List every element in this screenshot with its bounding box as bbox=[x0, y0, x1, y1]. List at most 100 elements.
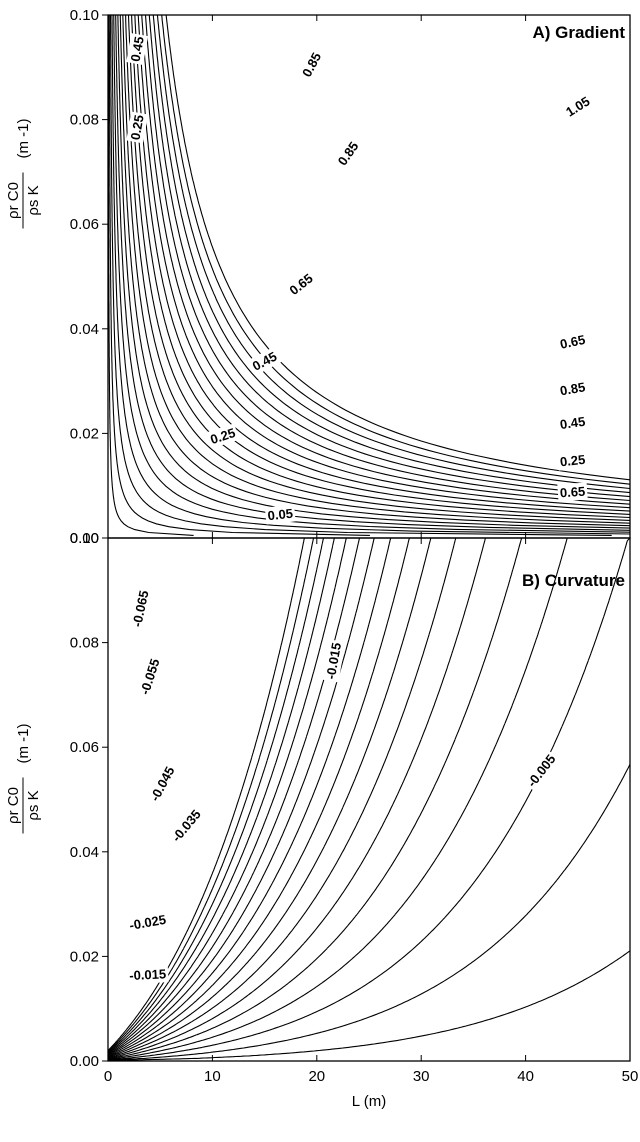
curvature-y-tick-label: 0.04 bbox=[70, 844, 99, 861]
gradient-contour-line bbox=[141, 14, 631, 505]
curvature-axis-ticks: 0 10 20 30 40 50 0.00 0.02 0.04 0.06 0.08 0.10 bbox=[70, 530, 639, 1085]
gradient-contour-line bbox=[125, 14, 631, 521]
gradient-contour-line bbox=[119, 15, 631, 527]
curvature-contour-label: -0.035 bbox=[169, 807, 204, 845]
gradient-contour-label: 0.65 bbox=[559, 332, 587, 352]
gradient-y-axis-label: ρr C0 ρs K (m -1) bbox=[5, 119, 42, 229]
gradient-contour-line bbox=[122, 14, 631, 524]
gradient-contour-label-mask bbox=[556, 412, 589, 434]
gradient-contour-line bbox=[156, 14, 631, 490]
gradient-contour-line bbox=[109, 15, 612, 536]
gradient-y-tick-label: 0.08 bbox=[70, 112, 99, 129]
gradient-contour-label: 0.65 bbox=[559, 484, 585, 501]
gradient-contour-line bbox=[131, 14, 631, 515]
gradient-contour-line bbox=[137, 14, 631, 509]
curvature-plot-frame bbox=[107, 537, 631, 1062]
gradient-contour-line bbox=[117, 15, 631, 529]
curvature-panel: -0.015 -0.025 -0.035-0.045 -0.055 -0.065 -0.0… bbox=[5, 530, 638, 1110]
gradient-contour-line bbox=[111, 15, 631, 535]
gradient-contour-label-mask bbox=[206, 423, 240, 449]
gradient-contour-line bbox=[165, 14, 631, 481]
curvature-contour-line bbox=[107, 537, 410, 1058]
curvature-contour-line bbox=[107, 537, 457, 1059]
gradient-contour-label: 0.45 bbox=[128, 35, 147, 63]
curvature-x-tick-label: 50 bbox=[622, 1068, 639, 1085]
curvature-y-label-unit: (m -1) bbox=[15, 724, 32, 764]
gradient-contour-label: 0.05 bbox=[267, 506, 294, 524]
gradient-contour-line bbox=[113, 14, 631, 533]
gradient-contour-line bbox=[161, 14, 631, 485]
curvature-contour-line bbox=[107, 950, 631, 1062]
curvature-contour-label: -0.055 bbox=[137, 657, 163, 697]
gradient-contour-label: 0.45 bbox=[559, 414, 586, 432]
gradient-contour-line bbox=[144, 14, 631, 502]
curvature-y-tick-label: 0.02 bbox=[70, 948, 99, 965]
curvature-contour-label-mask bbox=[135, 654, 165, 699]
gradient-y-tick-label: 0.02 bbox=[70, 425, 99, 442]
gradient-contour-label-mask bbox=[247, 346, 282, 376]
gradient-contour-line bbox=[134, 14, 631, 512]
gradient-contour-label-mask bbox=[557, 482, 588, 502]
gradient-y-label-denominator: ρs K bbox=[25, 185, 42, 215]
curvature-contour-line bbox=[107, 537, 432, 1058]
gradient-y-tick-label: 0.04 bbox=[70, 321, 99, 338]
curvature-x-tick-label: 30 bbox=[413, 1068, 430, 1085]
curvature-y-axis-label: ρr C0 ρs K (m -1) bbox=[5, 724, 42, 834]
x-axis-title: L (m) bbox=[352, 1093, 386, 1110]
gradient-y-label-unit: (m -1) bbox=[15, 119, 32, 159]
gradient-contour-label-mask bbox=[297, 47, 326, 82]
gradient-y-label-numerator: ρr C0 bbox=[5, 182, 22, 219]
curvature-contour-label-mask bbox=[126, 910, 170, 935]
gradient-contour-line bbox=[148, 14, 631, 498]
curvature-y-label-group: ρr C0 ρs K (m -1) bbox=[5, 724, 42, 834]
curvature-contour-line bbox=[107, 764, 631, 1061]
curvature-contour-label-mask bbox=[522, 749, 561, 793]
gradient-y-tick-label: 0.06 bbox=[70, 216, 99, 233]
curvature-y-tick-label: 0.06 bbox=[70, 739, 99, 756]
gradient-contour-label: 0.25 bbox=[208, 425, 237, 447]
gradient-contour-label: 0.85 bbox=[559, 379, 587, 398]
gradient-contour-label-mask bbox=[284, 268, 318, 301]
gradient-contours bbox=[107, 14, 631, 536]
curvature-contour-line bbox=[107, 537, 325, 1053]
gradient-contour-label-mask bbox=[264, 504, 296, 525]
curvature-contour-line bbox=[107, 537, 335, 1054]
curvature-contour-label: -0.045 bbox=[147, 764, 178, 804]
curvature-y-tick-label: 0.00 bbox=[70, 1053, 99, 1070]
gradient-contour-label-mask bbox=[556, 377, 589, 400]
curvature-contour-label: -0.025 bbox=[128, 912, 167, 933]
curvature-y-label-numerator: ρr C0 bbox=[5, 787, 22, 824]
curvature-contour-label: -0.015 bbox=[323, 641, 344, 680]
gradient-contour-label-mask bbox=[556, 330, 589, 354]
curvature-panel-title: B) Curvature bbox=[522, 571, 625, 590]
gradient-contour-line bbox=[115, 15, 631, 531]
curvature-y-label-denominator: ρs K bbox=[25, 790, 42, 820]
curvature-x-tick-label: 0 bbox=[104, 1068, 112, 1085]
gradient-contour-label: 0.25 bbox=[128, 114, 147, 142]
gradient-panel-title: A) Gradient bbox=[532, 23, 625, 42]
gradient-contour-line bbox=[107, 15, 194, 536]
gradient-axis-ticks: 0.00 0.02 0.04 0.06 0.08 0.10 bbox=[70, 7, 631, 547]
gradient-contour-label-mask bbox=[126, 111, 149, 144]
gradient-contour-label-mask bbox=[126, 33, 149, 65]
gradient-panel: 0.050.250.450.650.850.250.450.650.850.45… bbox=[5, 7, 631, 547]
gradient-contour-label-mask bbox=[560, 91, 595, 122]
curvature-contour-label: -0.015 bbox=[129, 966, 167, 983]
curvature-contours bbox=[107, 537, 631, 1062]
gradient-y-tick-label: 0.10 bbox=[70, 7, 99, 24]
curvature-y-tick-label: 0.10 bbox=[70, 530, 99, 547]
gradient-contour-line bbox=[152, 14, 631, 494]
curvature-contour-label-mask bbox=[166, 804, 206, 847]
curvature-contour-line bbox=[107, 537, 568, 1060]
gradient-contour-label-mask bbox=[332, 136, 364, 171]
curvature-contour-label-mask bbox=[145, 761, 180, 806]
gradient-contour-label-mask bbox=[557, 450, 589, 471]
curvature-contour-label-mask bbox=[127, 586, 153, 631]
curvature-x-tick-label: 40 bbox=[517, 1068, 534, 1085]
curvature-x-tick-label: 10 bbox=[204, 1068, 221, 1085]
gradient-y-tick-label: 0.00 bbox=[70, 530, 99, 547]
curvature-y-tick-label: 0.08 bbox=[70, 635, 99, 652]
gradient-plot-frame bbox=[107, 14, 631, 539]
curvature-x-tick-label: 20 bbox=[308, 1068, 325, 1085]
